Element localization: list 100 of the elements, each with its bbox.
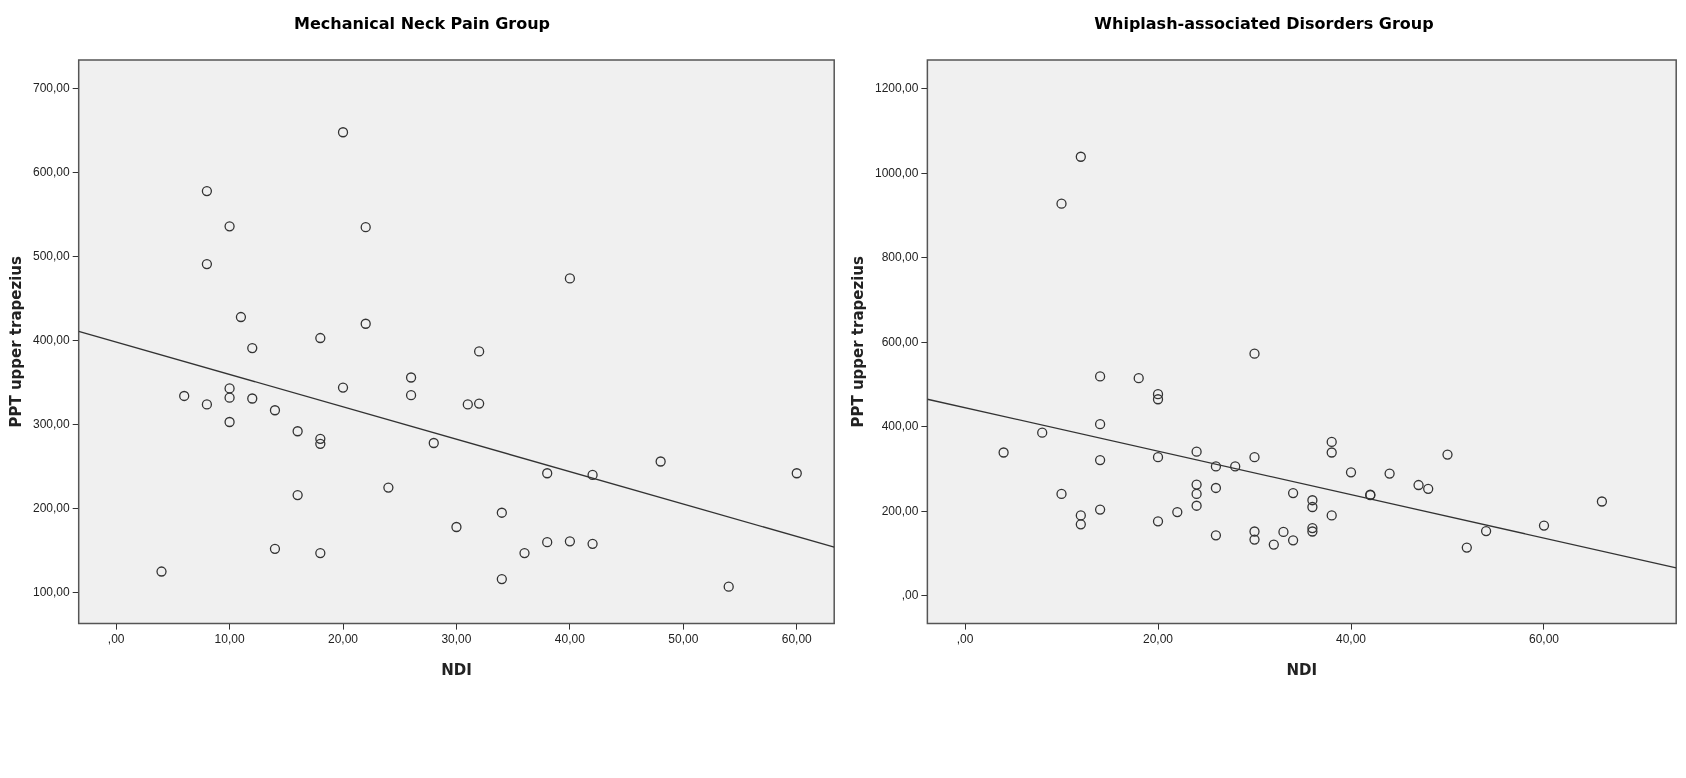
point	[1210, 461, 1222, 472]
point	[1538, 520, 1550, 531]
point	[405, 372, 417, 383]
point	[1345, 467, 1357, 478]
point	[1230, 461, 1241, 472]
point	[1133, 372, 1144, 384]
y-axis-title: PPT upper trapezius	[848, 256, 867, 428]
point	[1307, 501, 1318, 513]
point	[1094, 454, 1106, 466]
point	[1191, 500, 1202, 511]
point	[1278, 526, 1289, 538]
point	[451, 521, 462, 533]
point	[1307, 526, 1318, 537]
point	[1210, 482, 1222, 494]
point	[1384, 468, 1395, 479]
y-tick-label: 400,00	[881, 419, 919, 434]
point	[1172, 506, 1183, 518]
point	[201, 399, 213, 410]
point	[1152, 394, 1164, 405]
point	[564, 536, 576, 547]
point	[269, 543, 281, 554]
point	[1480, 525, 1492, 537]
point	[224, 383, 235, 394]
point	[428, 437, 439, 449]
point	[587, 538, 598, 549]
point	[655, 456, 666, 467]
y-axis-title: PPT upper trapezius	[6, 256, 25, 428]
point	[1326, 436, 1337, 448]
x-tick-label: 50,00	[668, 632, 699, 647]
x-tick-label: ,00	[107, 632, 125, 647]
point	[292, 489, 303, 501]
point	[1191, 479, 1202, 490]
point	[1307, 522, 1318, 534]
x-tick-label: 10,00	[214, 632, 245, 647]
point	[519, 547, 530, 559]
point	[247, 342, 258, 354]
point	[1152, 516, 1164, 527]
x-tick-label: 60,00	[1528, 632, 1560, 647]
point	[1268, 539, 1279, 550]
point	[1249, 348, 1260, 359]
point	[564, 273, 576, 284]
point	[1413, 479, 1424, 491]
point	[315, 438, 326, 449]
point	[1152, 451, 1164, 463]
point	[1094, 504, 1106, 515]
point	[1056, 488, 1067, 500]
y-tick-label: 800,00	[881, 250, 919, 265]
point	[224, 416, 235, 428]
point	[1249, 534, 1260, 545]
point	[1326, 447, 1337, 458]
point	[156, 566, 167, 577]
point	[1287, 535, 1299, 546]
point	[1423, 483, 1434, 494]
point	[1152, 389, 1164, 400]
point	[1191, 488, 1202, 500]
x-axis-title: NDI	[1286, 660, 1318, 679]
point	[1596, 496, 1608, 507]
point	[1249, 451, 1260, 463]
y-tick-label: 600,00	[881, 334, 919, 349]
point	[235, 311, 247, 323]
point	[224, 221, 235, 232]
point	[337, 127, 349, 138]
point	[315, 433, 326, 444]
point	[1094, 371, 1106, 382]
y-tick-label: 400,00	[33, 332, 71, 347]
point	[462, 399, 473, 410]
x-tick-label: 30,00	[441, 632, 472, 647]
point	[360, 318, 371, 329]
y-tick-label: 1200,00	[874, 81, 919, 96]
point	[405, 389, 417, 401]
point	[1094, 419, 1106, 430]
x-tick-label: 20,00	[328, 632, 359, 647]
y-tick-label: ,00	[901, 588, 919, 603]
point	[1307, 495, 1318, 506]
point	[224, 392, 235, 403]
point	[383, 482, 394, 493]
y-tick-label: 200,00	[33, 500, 71, 515]
point	[791, 468, 802, 479]
x-tick-label: 60,00	[781, 632, 813, 647]
point	[201, 185, 213, 197]
point	[1056, 198, 1067, 209]
y-tick-label: 200,00	[881, 503, 919, 518]
point	[1075, 510, 1086, 521]
point	[587, 469, 598, 481]
point	[723, 581, 734, 592]
point	[1191, 446, 1202, 457]
x-axis-title: NDI	[441, 660, 472, 679]
point	[542, 536, 553, 548]
point	[201, 258, 213, 270]
point	[1442, 449, 1453, 460]
x-tick-label: 40,00	[1335, 632, 1367, 647]
point	[315, 332, 326, 344]
point	[1075, 151, 1086, 162]
point	[473, 398, 485, 409]
x-tick-label: 40,00	[554, 632, 586, 647]
x-tick-label: 20,00	[1142, 632, 1174, 647]
y-tick-label: 300,00	[33, 416, 71, 431]
y-tick-label: 600,00	[33, 164, 71, 179]
point	[292, 426, 303, 437]
y-tick-label: 500,00	[33, 248, 71, 263]
